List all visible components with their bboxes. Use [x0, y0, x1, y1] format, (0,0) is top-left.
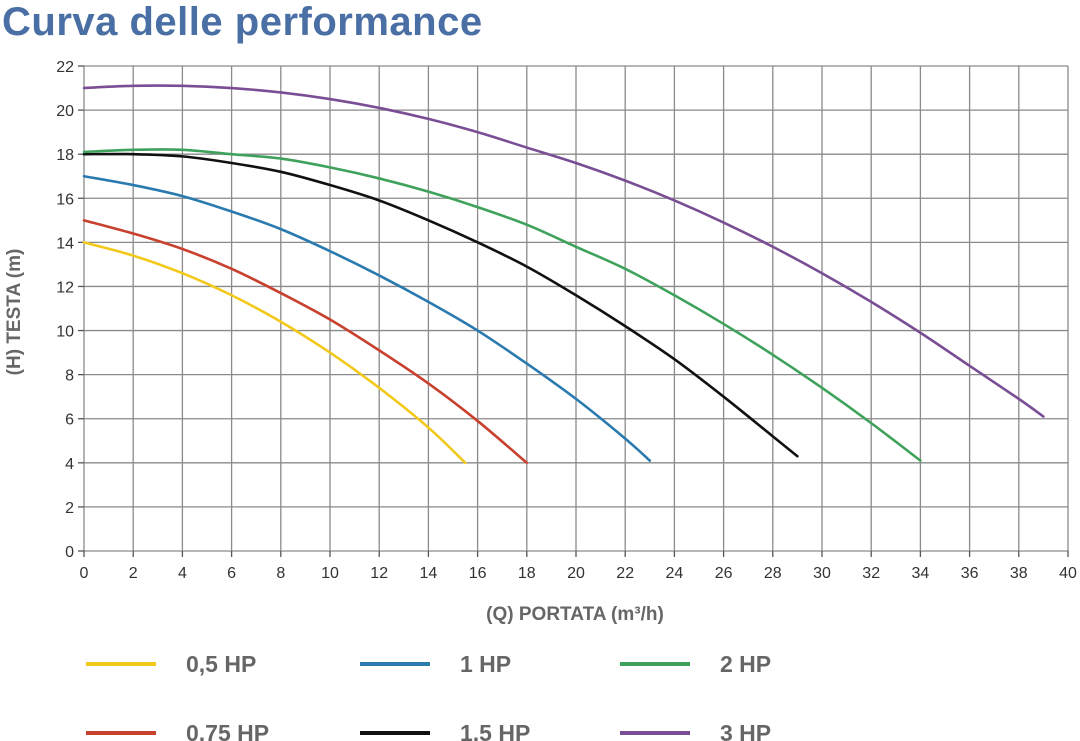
x-tick-label: 20 — [567, 565, 585, 582]
legend-label: 1 HP — [460, 651, 511, 677]
x-tick-label: 24 — [666, 565, 684, 582]
series-line-2-hphp — [82, 148, 922, 462]
x-tick-label: 32 — [862, 565, 880, 582]
y-axis-label: (H) TESTA (m) — [4, 249, 25, 376]
x-tick-label: 40 — [1059, 565, 1077, 582]
x-tick-label: 6 — [227, 565, 236, 582]
x-tick-label: 12 — [370, 565, 388, 582]
series-line-0-5-hphp — [82, 241, 467, 465]
legend-label: 3 HP — [720, 720, 771, 741]
chart-title: Curva delle performance — [2, 0, 483, 44]
series-line-1-hphp — [82, 174, 652, 462]
x-tick-label: 14 — [420, 565, 438, 582]
y-tick-label: 2 — [65, 500, 74, 517]
y-tick-label: 10 — [56, 324, 74, 341]
y-tick-label: 14 — [56, 235, 74, 252]
x-tick-label: 4 — [178, 565, 187, 582]
y-tick-label: 12 — [56, 279, 74, 296]
x-axis-label: (Q) PORTATA (m³/h) — [486, 604, 664, 625]
y-tick-label: 4 — [65, 456, 74, 473]
legend: 0,5 HP 1 HP 2 HP 0,75 HP 1,5 HP 3 HP — [86, 651, 771, 741]
legend-label: 0,75 HP — [186, 720, 269, 741]
x-tick-label: 2 — [129, 565, 138, 582]
series-line-1-5-hphp — [82, 152, 799, 458]
x-tick-label: 26 — [715, 565, 733, 582]
x-tick-label: 28 — [764, 565, 782, 582]
legend-label: 0,5 HP — [186, 651, 256, 677]
x-tick-label: 34 — [912, 565, 930, 582]
x-tick-label: 0 — [80, 565, 89, 582]
legend-label: 2 HP — [720, 651, 771, 677]
y-tick-label: 20 — [56, 103, 74, 120]
x-tick-label: 30 — [813, 565, 831, 582]
grid — [78, 65, 1069, 557]
y-tick-label: 22 — [56, 59, 74, 76]
y-tick-label: 6 — [65, 412, 74, 429]
y-tick-label: 16 — [56, 191, 74, 208]
x-tick-label: 10 — [321, 565, 339, 582]
y-tick-label: 8 — [65, 368, 74, 385]
x-tick-label: 38 — [1010, 565, 1028, 582]
y-tick-label: 0 — [65, 544, 74, 561]
x-tick-label: 8 — [276, 565, 285, 582]
tick-labels: 0 2 4 6 8 10 12 14 16 18 20 22 24 26 28 30 32 34 36 38 40024… — [56, 59, 1077, 582]
series-line-0-75-hphp — [82, 219, 529, 465]
y-tick-label: 18 — [56, 147, 74, 164]
x-tick-label: 22 — [616, 565, 634, 582]
x-tick-label: 16 — [469, 565, 487, 582]
x-tick-label: 18 — [518, 565, 536, 582]
series-lines — [82, 84, 1045, 465]
series-line-3-hphp — [82, 84, 1045, 418]
legend-label: 1,5 HP — [460, 720, 530, 741]
x-tick-label: 36 — [961, 565, 979, 582]
